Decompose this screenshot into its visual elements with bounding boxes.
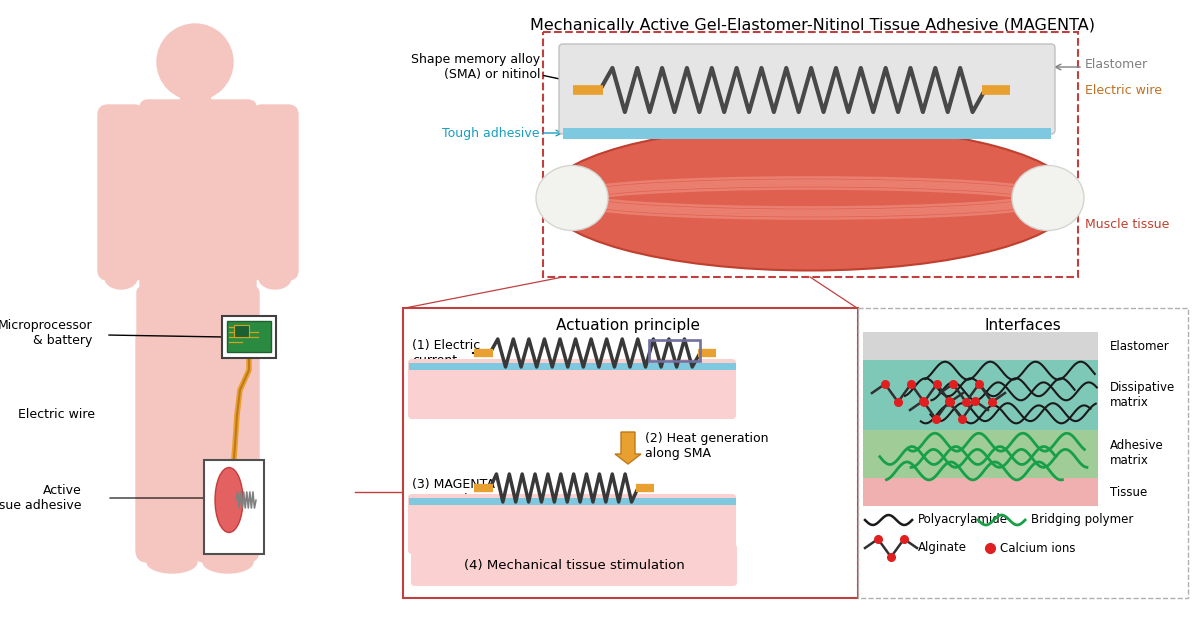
FancyBboxPatch shape (563, 128, 1051, 139)
FancyBboxPatch shape (408, 359, 736, 419)
Text: Interfaces: Interfaces (985, 318, 1061, 333)
Text: Alginate: Alginate (918, 542, 967, 555)
Text: Dissipative
matrix: Dissipative matrix (1110, 381, 1175, 409)
Text: Calcium ions: Calcium ions (1000, 542, 1075, 555)
FancyBboxPatch shape (863, 478, 1098, 506)
Text: Tough adhesive: Tough adhesive (443, 127, 540, 140)
Text: Muscle tissue: Muscle tissue (1085, 219, 1169, 232)
Ellipse shape (106, 267, 137, 289)
Text: Tissue: Tissue (1110, 486, 1147, 499)
FancyBboxPatch shape (136, 328, 202, 562)
Text: Elastomer: Elastomer (1110, 340, 1170, 353)
FancyBboxPatch shape (863, 360, 1098, 430)
FancyBboxPatch shape (410, 544, 737, 586)
Text: Bridging polymer: Bridging polymer (1031, 514, 1133, 527)
Ellipse shape (545, 125, 1075, 271)
Text: Electric wire: Electric wire (1085, 83, 1162, 96)
Ellipse shape (1012, 166, 1084, 230)
Text: (2) Heat generation
along SMA: (2) Heat generation along SMA (646, 432, 768, 460)
Text: Tissue: Tissue (432, 383, 475, 397)
Text: Adhesive
matrix: Adhesive matrix (1110, 439, 1164, 467)
Text: (4) Mechanical tissue stimulation: (4) Mechanical tissue stimulation (463, 558, 684, 571)
FancyBboxPatch shape (180, 95, 210, 113)
FancyBboxPatch shape (222, 316, 276, 358)
FancyBboxPatch shape (863, 332, 1098, 360)
Ellipse shape (536, 166, 608, 230)
Text: Mechanically Active Gel-Elastomer-Nitinol Tissue Adhesive (MAGENTA): Mechanically Active Gel-Elastomer-Nitino… (529, 18, 1094, 33)
FancyBboxPatch shape (408, 494, 736, 554)
Text: (1) Electric
current: (1) Electric current (412, 339, 480, 367)
Text: Electric wire: Electric wire (18, 409, 95, 422)
Text: Polyacrylamide: Polyacrylamide (918, 514, 1008, 527)
FancyBboxPatch shape (204, 460, 264, 554)
Ellipse shape (215, 468, 242, 532)
FancyBboxPatch shape (193, 328, 259, 562)
Ellipse shape (203, 551, 253, 573)
Text: Active
tissue adhesive: Active tissue adhesive (0, 484, 82, 512)
Text: (3) MAGENTA
contraction: (3) MAGENTA contraction (412, 478, 494, 506)
Text: Elastomer: Elastomer (1085, 58, 1148, 71)
Ellipse shape (259, 267, 292, 289)
Circle shape (157, 24, 233, 100)
Text: Microprocessor
& battery: Microprocessor & battery (0, 319, 92, 347)
FancyBboxPatch shape (252, 105, 298, 280)
FancyBboxPatch shape (559, 44, 1055, 134)
Ellipse shape (148, 551, 197, 573)
Text: Shape memory alloy
(SMA) or nitinol: Shape memory alloy (SMA) or nitinol (410, 53, 540, 81)
FancyBboxPatch shape (140, 100, 256, 306)
FancyBboxPatch shape (858, 308, 1188, 598)
FancyBboxPatch shape (227, 321, 271, 352)
FancyBboxPatch shape (234, 325, 250, 337)
FancyBboxPatch shape (863, 430, 1098, 478)
FancyBboxPatch shape (137, 287, 259, 354)
FancyBboxPatch shape (98, 105, 144, 280)
FancyArrow shape (616, 432, 641, 464)
FancyBboxPatch shape (403, 308, 858, 598)
Text: Actuation principle: Actuation principle (556, 318, 700, 333)
